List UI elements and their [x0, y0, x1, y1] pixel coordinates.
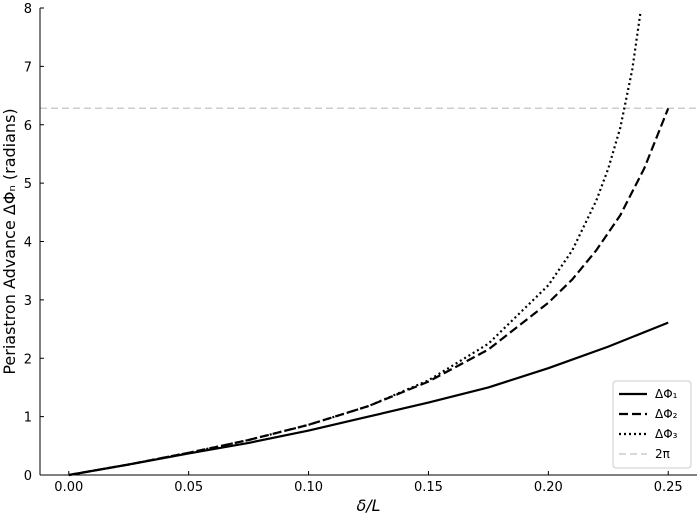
y-tick-label: 0: [24, 469, 32, 484]
y-tick-label: 3: [24, 294, 32, 309]
y-axis-label: Periastron Advance ΔΦₙ (radians): [0, 108, 19, 374]
x-tick-label: 0.25: [654, 480, 683, 495]
legend: ΔΦ₁ ΔΦ₂ ΔΦ₃ 2π: [612, 380, 692, 469]
x-tick-label: 0.00: [54, 480, 83, 495]
legend-label: 2π: [655, 447, 670, 461]
y-tick-label: 1: [24, 411, 32, 426]
series-line-3: [68, 10, 642, 477]
legend-box: [612, 380, 692, 469]
series-line-1: [68, 321, 669, 477]
y-tick-label: 5: [24, 177, 32, 192]
y-axis-ticks: 0 1 2 3 4 5 6 7 8: [24, 2, 44, 484]
x-axis-ticks: 0.00 0.05 0.10 0.15 0.20 0.25: [54, 471, 683, 495]
y-tick-label: 8: [24, 2, 32, 17]
plot-lines: [40, 10, 697, 477]
legend-label: ΔΦ₁: [655, 387, 678, 401]
x-axis-label: δ/L: [356, 496, 380, 515]
y-tick-label: 2: [24, 352, 32, 367]
legend-label: ΔΦ₂: [655, 407, 678, 421]
y-tick-label: 7: [24, 60, 32, 75]
y-tick-label: 6: [24, 119, 32, 134]
x-tick-label: 0.15: [414, 480, 443, 495]
x-tick-label: 0.05: [174, 480, 203, 495]
legend-label: ΔΦ₃: [655, 427, 678, 441]
series-line-2: [68, 107, 670, 477]
x-tick-label: 0.10: [294, 480, 323, 495]
y-tick-label: 4: [24, 236, 32, 251]
x-tick-label: 0.20: [534, 480, 563, 495]
